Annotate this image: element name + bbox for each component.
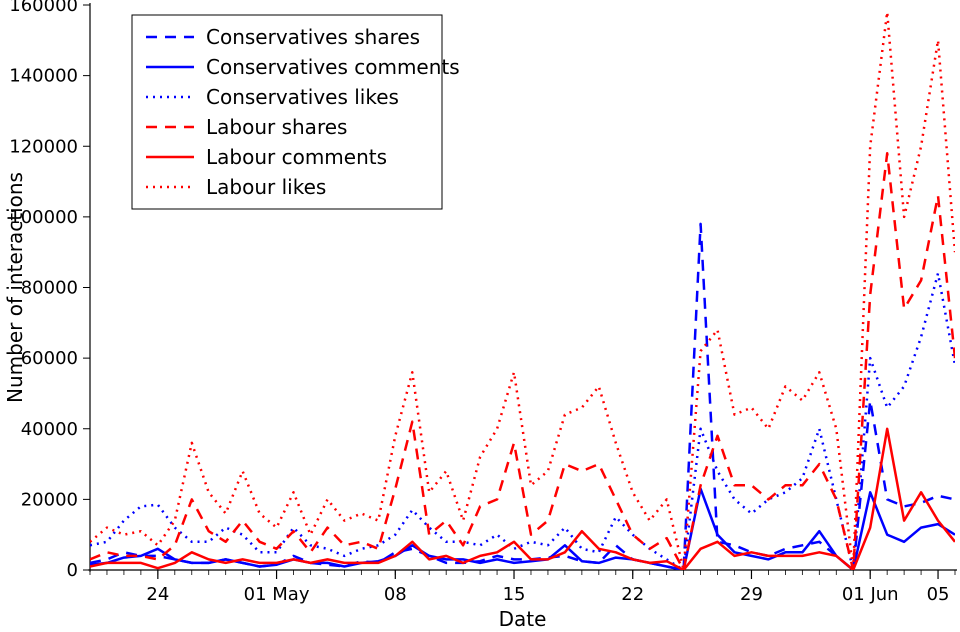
x-tick-label: 01 Jun	[842, 584, 899, 605]
x-tick-label: 29	[740, 584, 763, 605]
x-tick-label: 01 May	[244, 584, 310, 605]
y-tick-label: 160000	[9, 0, 78, 16]
chart-svg: 0200004000060000800001000001200001400001…	[0, 0, 960, 632]
y-axis-label: Number of interactions	[3, 172, 27, 403]
legend-label: Conservatives shares	[206, 25, 420, 49]
y-tick-label: 80000	[21, 278, 78, 299]
legend-label: Labour shares	[206, 115, 347, 139]
series-line	[90, 489, 955, 570]
legend-label: Labour comments	[206, 145, 387, 169]
x-tick-label: 05	[927, 584, 950, 605]
x-axis-label: Date	[499, 607, 547, 631]
y-tick-label: 140000	[9, 66, 78, 87]
y-tick-label: 40000	[21, 419, 78, 440]
series-line	[90, 224, 955, 570]
legend-label: Conservatives comments	[206, 55, 460, 79]
legend-label: Labour likes	[206, 175, 326, 199]
series-line	[90, 273, 955, 570]
y-tick-label: 60000	[21, 348, 78, 369]
legend-label: Conservatives likes	[206, 85, 399, 109]
line-chart: 0200004000060000800001000001200001400001…	[0, 0, 960, 632]
x-tick-label: 24	[146, 584, 169, 605]
y-tick-label: 0	[67, 560, 78, 581]
y-tick-label: 120000	[9, 136, 78, 157]
x-tick-label: 08	[384, 584, 407, 605]
x-tick-label: 15	[503, 584, 526, 605]
y-tick-label: 20000	[21, 489, 78, 510]
x-tick-label: 22	[621, 584, 644, 605]
